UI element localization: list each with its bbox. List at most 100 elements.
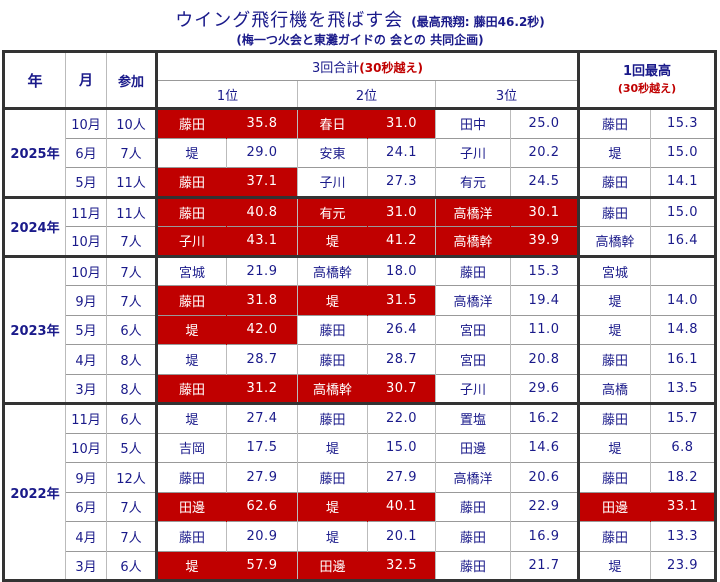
rank-name-cell: 宮田: [435, 344, 511, 374]
rank-score-cell: 17.5: [226, 432, 298, 463]
best-time-cell: 15.0: [650, 195, 716, 227]
participants-cell: 12人: [106, 462, 157, 492]
rank-score-cell: 41.2: [367, 226, 436, 256]
best-time-cell: 14.0: [650, 285, 716, 315]
total3-note: (30秒越え): [359, 61, 423, 75]
best-name-cell: 藤田: [577, 167, 651, 197]
rank-score-cell: 20.8: [510, 344, 579, 374]
rank-score-cell: 16.9: [510, 521, 579, 551]
month-cell: 5月: [65, 167, 107, 197]
title-record: (最高飛翔: 藤田46.2秒): [411, 15, 545, 29]
rank-score-cell: 27.3: [367, 167, 436, 197]
rank-name-cell: 藤田: [155, 167, 227, 197]
rank-name-cell: 堤: [155, 137, 227, 168]
rank-name-cell: 置塩: [435, 402, 511, 433]
header-best1: 1回最高 (30秒越え): [577, 51, 716, 109]
rank-score-cell: 20.6: [510, 462, 579, 492]
best-time-cell: 16.1: [650, 344, 716, 374]
rank-score-cell: 22.0: [367, 402, 436, 433]
rank-name-cell: 藤田: [435, 254, 511, 286]
rank-name-cell: 田中: [435, 107, 511, 138]
participants-cell: 7人: [106, 491, 157, 522]
rank-name-cell: 宮田: [435, 314, 511, 345]
best-time-cell: 14.1: [650, 167, 716, 197]
best-time-cell: 15.3: [650, 107, 716, 138]
rank-score-cell: 31.0: [367, 107, 436, 138]
header-participants: 参加: [106, 51, 157, 109]
rank-name-cell: 堤: [155, 550, 227, 581]
rank-name-cell: 堤: [155, 344, 227, 374]
rank-score-cell: 31.5: [367, 285, 436, 315]
rank-name-cell: 藤田: [155, 285, 227, 315]
year-cell: 2025年: [3, 107, 66, 197]
best-name-cell: 堤: [577, 137, 651, 168]
rank-name-cell: 高橋洋: [435, 195, 511, 227]
rank-name-cell: 藤田: [155, 521, 227, 551]
month-cell: 10月: [65, 107, 107, 138]
rank-name-cell: 高橋幹: [297, 254, 368, 286]
table-row: 9月 7人 藤田 31.8 堤 31.5 高橋洋 19.4 堤 14.0: [4, 285, 716, 315]
best-name-cell: 堤: [577, 550, 651, 581]
participants-cell: 6人: [106, 550, 157, 581]
rank-score-cell: 20.9: [226, 521, 298, 551]
rank-score-cell: 31.2: [226, 373, 298, 404]
header-month: 月: [65, 51, 107, 109]
rank-score-cell: 15.3: [510, 254, 579, 286]
rank-score-cell: 39.9: [510, 226, 579, 256]
results-table: 年 月 参加 3回合計(30秒越え) 1回最高 (30秒越え) 1位 2位 3位 …: [2, 50, 717, 582]
best-name-cell: 藤田: [577, 344, 651, 374]
rank-score-cell: 35.8: [226, 107, 298, 138]
participants-cell: 6人: [106, 402, 157, 433]
month-cell: 3月: [65, 550, 107, 581]
participants-cell: 7人: [106, 254, 157, 286]
year-cell: 2024年: [3, 195, 66, 256]
table-row: 10月 7人 子川 43.1 堤 41.2 高橋幹 39.9 高橋幹 16.4: [4, 226, 716, 256]
rank-score-cell: 21.9: [226, 254, 298, 286]
rank-name-cell: 子川: [297, 167, 368, 197]
table-row: 5月 11人 藤田 37.1 子川 27.3 有元 24.5 藤田 14.1: [4, 167, 716, 197]
participants-cell: 5人: [106, 432, 157, 463]
rank-score-cell: 20.1: [367, 521, 436, 551]
rank-name-cell: 堤: [155, 402, 227, 433]
best-name-cell: 藤田: [577, 195, 651, 227]
rank-name-cell: 藤田: [297, 344, 368, 374]
rank-score-cell: 30.1: [510, 195, 579, 227]
table-row: 2022年 11月 6人堤 27.4 藤田 22.0 置塩 16.2 藤田 15.7: [3, 402, 716, 581]
rank-name-cell: 藤田: [155, 195, 227, 227]
month-cell: 9月: [65, 462, 107, 492]
rank-name-cell: 堤: [297, 285, 368, 315]
rank-name-cell: 藤田: [297, 402, 368, 433]
month-cell: 11月: [65, 402, 107, 433]
best-time-cell: 15.7: [650, 402, 716, 433]
rank-score-cell: 29.0: [226, 137, 298, 168]
best-time-cell: 15.0: [650, 137, 716, 168]
rank-name-cell: 有元: [435, 167, 511, 197]
rank-name-cell: 藤田: [155, 462, 227, 492]
rank-name-cell: 堤: [155, 314, 227, 345]
table-row: 4月 8人堤 28.7 藤田 28.7 宮田 20.8 藤田 16.1: [4, 344, 716, 374]
month-cell: 11月: [65, 195, 107, 227]
best-time-cell: 13.5: [650, 373, 716, 404]
rank-score-cell: 42.0: [226, 314, 298, 345]
month-cell: 3月: [65, 373, 107, 404]
month-cell: 10月: [65, 226, 107, 256]
best-name-cell: 堤: [577, 285, 651, 315]
participants-cell: 6人: [106, 314, 157, 345]
table-row: 3月 6人堤 57.9 田邊 32.5 藤田 21.7 堤 23.9: [4, 550, 716, 581]
rank-score-cell: 11.0: [510, 314, 579, 345]
header-total3: 3回合計(30秒越え): [155, 51, 579, 81]
best-name-cell: 藤田: [577, 107, 651, 138]
rank-score-cell: 25.0: [510, 107, 579, 138]
rank-name-cell: 安東: [297, 137, 368, 168]
rank-name-cell: 堤: [297, 226, 368, 256]
rank-score-cell: 27.4: [226, 402, 298, 433]
rank-score-cell: 28.7: [367, 344, 436, 374]
participants-cell: 10人: [106, 107, 157, 138]
best-name-cell: 藤田: [577, 462, 651, 492]
rank-name-cell: 藤田: [435, 521, 511, 551]
month-cell: 9月: [65, 285, 107, 315]
rank-score-cell: 31.0: [367, 195, 436, 227]
best-time-cell: 18.2: [650, 462, 716, 492]
rank-name-cell: 堤: [297, 491, 368, 522]
year-cell: 2023年: [3, 254, 66, 404]
